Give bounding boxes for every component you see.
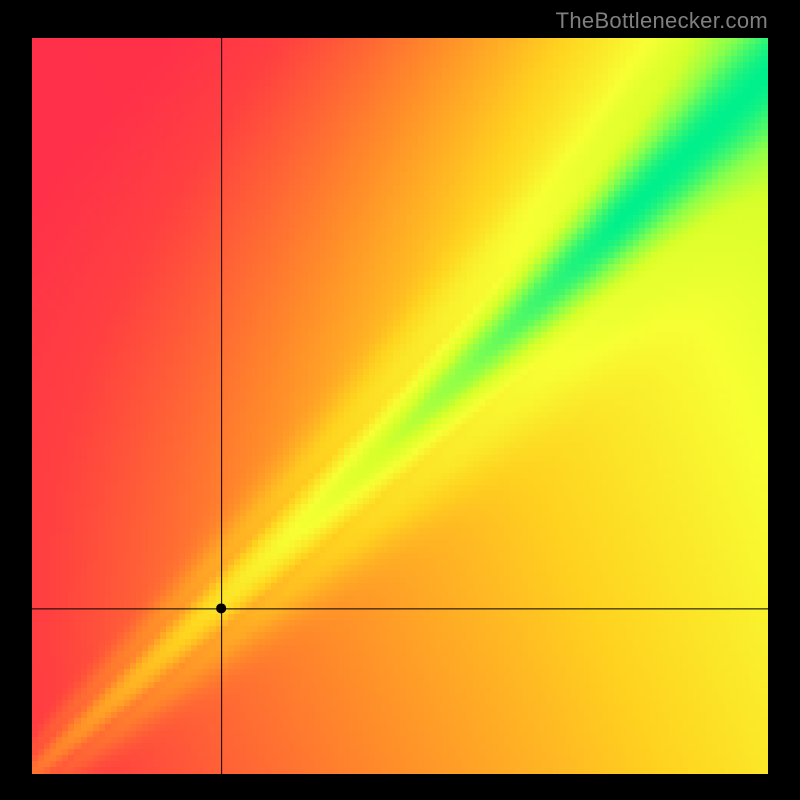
plot-frame xyxy=(32,38,768,774)
bottleneck-heatmap xyxy=(32,38,768,774)
watermark-text: TheBottlenecker.com xyxy=(556,8,768,34)
chart-container: TheBottlenecker.com xyxy=(0,0,800,800)
